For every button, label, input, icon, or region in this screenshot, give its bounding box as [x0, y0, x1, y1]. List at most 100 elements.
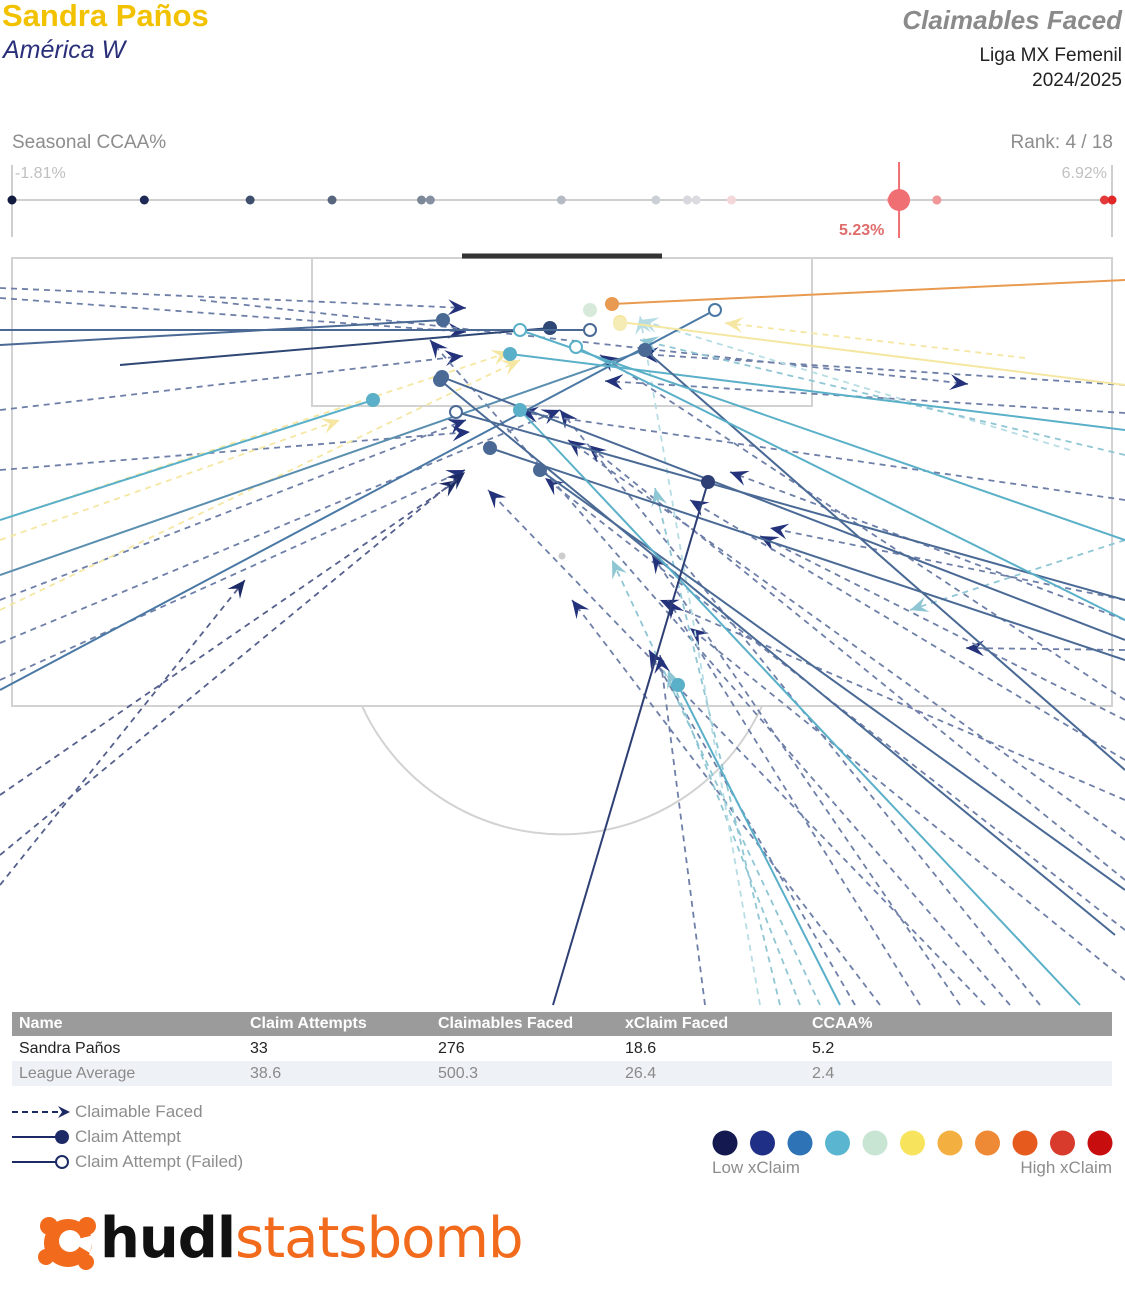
- ccaa-dot: [7, 195, 17, 205]
- claimable-line: [651, 554, 961, 1006]
- claimable-line: [659, 599, 1125, 801]
- claim-attempt-line: [489, 447, 1125, 661]
- claimable-endpoint: [583, 303, 597, 317]
- ccaa-dot: [726, 195, 736, 205]
- cell-claim-attempts: 33: [250, 1039, 268, 1057]
- claim-attempt-line: [509, 353, 1125, 431]
- ccaa-scale-label: Seasonal CCAA%: [12, 132, 167, 153]
- chart-title: Claimables Faced: [902, 5, 1122, 35]
- high-xclaim-label: High xClaim: [1020, 1158, 1112, 1177]
- claim-attempt-line: [519, 329, 1125, 541]
- cell-ccaa: 2.4: [805, 1061, 1112, 1086]
- ccaa-dot: [1107, 195, 1117, 205]
- legend-claimable-label: Claimable Faced: [75, 1102, 203, 1121]
- failed-claim-marker: [583, 323, 597, 337]
- claim-attempt-line: [619, 321, 1125, 386]
- ccaa-dot: [651, 195, 661, 205]
- claim-attempt-marker: [503, 347, 517, 361]
- claimable-line: [599, 354, 1125, 701]
- ccaa-dot: [691, 195, 701, 205]
- claimable-arrow: [654, 655, 671, 674]
- cell-name: League Average: [12, 1061, 243, 1086]
- claimable-line: [611, 559, 821, 1006]
- claimable-line: [199, 299, 969, 385]
- claimable-arrow: [430, 340, 448, 359]
- failed-claim-marker: [513, 323, 527, 337]
- claimable-line: [0, 431, 471, 471]
- table-header-row: Name Claim Attempts Claimables Faced xCl…: [12, 1012, 1112, 1036]
- claimable-arrow: [227, 580, 245, 600]
- xclaim-color-dot: [825, 1130, 850, 1156]
- legend: [12, 1106, 70, 1169]
- claimable-line: [659, 654, 706, 1006]
- player-name: Sandra Paños: [2, 0, 209, 33]
- claimable-line: [519, 411, 1125, 501]
- claimable-arrow: [652, 555, 669, 575]
- claimable-arrow: [588, 445, 608, 463]
- claim-attempt-line: [0, 319, 444, 346]
- claimable-line: [639, 315, 761, 1006]
- claim-attempt-marker: [366, 393, 380, 407]
- claimable-arrow: [966, 640, 985, 657]
- claim-attempt-marker: [638, 343, 652, 357]
- legend-failed-label: Claim Attempt (Failed): [75, 1152, 244, 1171]
- claimable-arrow: [690, 628, 710, 646]
- claim-attempt-line: [119, 327, 551, 366]
- table-row: Sandra Paños 33 276 18.6 5.2: [12, 1036, 1112, 1061]
- logo-hudl-text: hudl: [100, 1206, 236, 1271]
- hudl-statsbomb-logo: hudlstatsbomb: [100, 1206, 524, 1271]
- claim-attempt-line: [439, 379, 1116, 936]
- ccaa-dot: [556, 195, 566, 205]
- claimable-line: [667, 669, 801, 1006]
- ccaa-dot: [932, 195, 942, 205]
- claim-attempt-marker: [436, 313, 450, 327]
- claimable-line: [729, 471, 1125, 621]
- failed-claim-marker: [449, 405, 463, 419]
- claimable-line: [487, 489, 986, 1006]
- table-row: League Average 38.6 500.3 26.4 2.4: [12, 1061, 1112, 1086]
- claimable-line: [759, 535, 1125, 721]
- xclaim-color-scale: [712, 1130, 1113, 1156]
- player-value-label: 5.23%: [839, 222, 885, 239]
- col-ccaa: CCAA%: [805, 1012, 1112, 1036]
- claimable-line: [429, 339, 1011, 1006]
- claim-attempt-marker: [605, 297, 619, 311]
- claimable-arrow: [605, 374, 624, 391]
- claimable-line: [0, 469, 466, 681]
- claimable-endpoint: [558, 552, 566, 560]
- cell-claimables-faced: 276: [438, 1039, 465, 1057]
- claimable-arrow: [910, 596, 930, 613]
- claimable-arrow: [446, 419, 466, 434]
- claimable-line: [769, 527, 1125, 601]
- claimable-line: [567, 439, 1125, 841]
- ccaa-dot: [682, 195, 692, 205]
- claimable-line: [604, 380, 1125, 414]
- cell-ccaa: 5.2: [812, 1039, 835, 1057]
- season-label: 2024/2025: [1032, 70, 1122, 91]
- claimable-line: [0, 471, 466, 856]
- claimable-arrow: [725, 317, 744, 334]
- claimable-arrow: [651, 488, 668, 508]
- claimable-line: [0, 409, 561, 644]
- claimable-arrow: [444, 350, 463, 367]
- claim-attempt-line: [611, 279, 1125, 305]
- claimable-arrow: [446, 472, 465, 490]
- claimable-arrow: [488, 490, 507, 509]
- low-xclaim-label: Low xClaim: [712, 1158, 800, 1177]
- failed-claim-marker: [569, 340, 583, 354]
- ccaa-dot: [417, 195, 427, 205]
- claimable-line: [587, 444, 1125, 881]
- claim-attempt-line: [519, 409, 1081, 1006]
- claim-attempt-line: [677, 684, 841, 1006]
- claimable-line: [0, 419, 341, 541]
- col-xclaim-faced: xClaim Faced: [618, 1012, 805, 1036]
- rank-label: Rank: 4 / 18: [1010, 132, 1113, 153]
- claim-attempt-line: [552, 481, 709, 1006]
- xclaim-color-dot: [1050, 1130, 1075, 1156]
- claim-attempt-marker: [433, 373, 447, 387]
- claimable-line: [0, 479, 459, 796]
- xclaim-color-dot: [712, 1130, 738, 1156]
- xclaim-color-dot: [750, 1130, 775, 1156]
- claim-attempt-line: [0, 309, 716, 691]
- claimable-line: [965, 647, 1125, 651]
